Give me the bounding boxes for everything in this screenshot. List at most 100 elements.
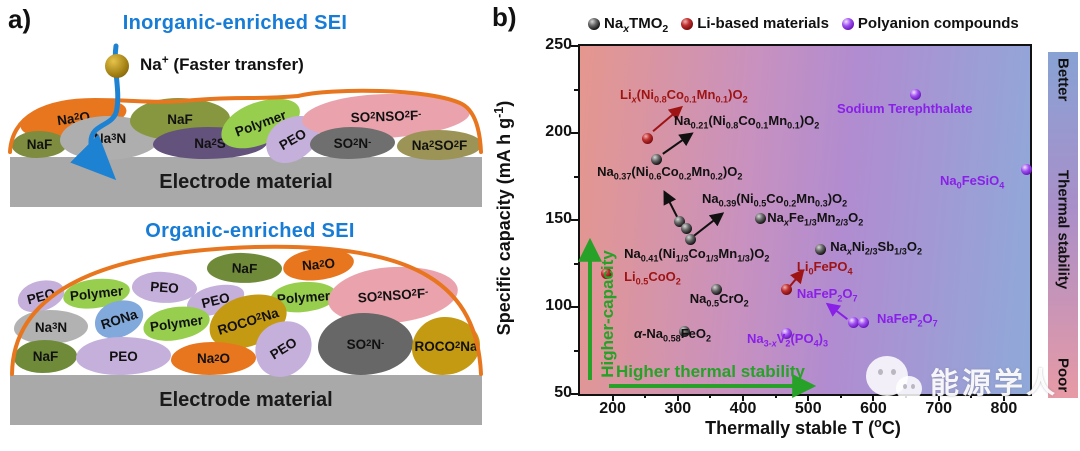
data-point-label: α-Na0.58FeO2 [634,325,712,344]
data-point [780,284,792,296]
inorganic-sei-title: Inorganic-enriched SEI [122,12,348,34]
x-axis-minor-tick [774,394,777,398]
y-axis-minor-tick [574,349,578,352]
data-point-label: Na0.39(Ni0.5Co0.2Mn0.3)O2 [701,191,848,209]
data-point-label: NaxNi2/3Sb1/3O2 [830,238,922,257]
x-axis-tick-label: 400 [729,400,757,417]
x-axis-tick [611,394,614,401]
y-axis-title: Specific capacity (mA h g-1) [492,100,514,336]
x-axis-minor-tick [709,394,712,398]
x-axis-minor-tick [970,394,973,398]
data-point-label: NaFeP2O7 [877,310,938,329]
x-axis-tick [937,394,940,401]
y-axis-minor-tick [574,262,578,265]
data-point [848,317,860,329]
annotation-arrow [825,302,848,320]
data-point [910,89,922,101]
data-point-label: Li0.5CoO2 [624,269,681,287]
data-point [780,327,792,339]
sodium-ion-ball [105,54,129,78]
electrode-material-bottom: Electrode material [10,375,482,425]
data-point-label: Sodium Terephthalate [836,101,973,117]
data-point-label: Na0.5CrO2 [689,291,749,309]
data-point-label: NaFeP2O7 [796,286,858,304]
x-axis-tick-label: 600 [860,400,887,417]
sei-blob: Na 2 O [281,245,356,284]
colorbar-label-thermal-stability: Thermal stability [1054,169,1072,290]
x-axis-minor-tick [839,394,842,398]
watermark: 能源学人 [866,356,1058,406]
x-axis-tick [676,394,679,401]
data-point-label: Li0FePO4 [796,259,853,277]
legend-label: Polyanion compounds [857,15,1019,32]
x-axis-tick-label: 500 [794,400,822,417]
legend-label: NaxTMO2 [604,15,669,35]
sei-blob: Na 2 O [171,342,256,375]
colorbar-label-better: Better [1054,58,1072,102]
data-point [685,233,697,245]
thermal-stability-colorbar: Better Thermal stability Poor [1048,52,1078,398]
sei-blob: PEO [76,337,171,375]
data-point-label: NaxFe1/3Mn2/3O2 [767,210,864,228]
sei-blob: Na 2 SO 2 F [397,130,482,160]
sei-blob: Polymer [141,302,212,345]
legend-item-polyanion: Polyanion compounds [841,15,1019,32]
x-axis-tick [742,394,745,401]
electrode-material-top: Electrode material [10,157,482,207]
data-point [641,132,653,144]
x-axis-tick-label: 700 [925,400,953,417]
plot-area: Higher-capacity Higher thermal stability… [545,36,1033,417]
x-axis-tick-label: 800 [990,400,1018,417]
y-axis-tick-label: 100 [545,297,572,314]
data-point [673,216,685,228]
x-axis-minor-tick [644,394,647,398]
x-axis-title: Thermally stable T (oC) [705,416,901,438]
annotation-arrow [662,132,694,155]
data-point [1021,164,1033,176]
y-axis-tick [571,219,578,221]
sei-blob: NaF [14,340,77,373]
data-point-label: Na0.37(Ni0.6Co0.2Mn0.2)O2 [597,164,743,182]
data-point-label: Na0.21(Ni0.8Co0.1Mn0.1)O2 [674,112,820,131]
x-axis-tick [1002,394,1005,401]
data-point-label: Na0.41(Ni1/3Co1/3Mn1/3)O2 [624,246,770,264]
sei-blob: SO 2 N - [318,313,413,375]
data-point [681,223,693,235]
x-axis-tick [872,394,875,401]
data-point-label: Na0FeSiO4 [940,173,1005,191]
panel-b-scatter-chart: b) NaxTMO2 Li-based materials Polyanion … [490,0,1080,451]
y-axis-tick-label: 150 [545,210,572,227]
legend-marker-violet-sphere-icon [841,17,854,30]
data-point [651,153,663,165]
y-axis-tick [571,393,578,395]
y-axis-tick-label: 50 [554,384,572,401]
panel-a-label: a) [8,4,32,34]
higher-capacity-arrow-label: Higher-capacity [598,250,617,378]
watermark-text: 能源学人 [930,368,1059,400]
colorbar-label-poor: Poor [1054,357,1072,392]
panel-a-sei-diagrams: a) Inorganic-enriched SEI Na+ (Faster tr… [0,0,490,451]
chart-legend: NaxTMO2 Li-based materials Polyanion com… [588,15,1019,35]
sei-blob: NaF [206,251,283,285]
sei-blob: ROCO 2 Na [412,317,480,375]
data-point-label: Na3-xV2(PO4)3 [746,331,829,349]
annotation-arrow [663,190,679,219]
higher-thermal-stability-arrow-label: Higher thermal stability [616,362,805,381]
legend-marker-black-sphere-icon [588,17,600,30]
sei-blob: Na 3 N [14,310,88,344]
organic-sei-title: Organic-enriched SEI [145,220,355,242]
data-point [711,284,723,296]
y-axis-tick [571,306,578,308]
data-point [754,212,766,224]
x-axis-tick-label: 300 [664,400,692,417]
wechat-bubble-icon [866,356,922,406]
data-point-label: Lix(Ni0.8Co0.1Mn0.1)O2 [620,87,748,105]
data-point [678,325,690,337]
y-axis-tick [571,132,578,134]
annotation-arrow [693,212,725,237]
y-axis-tick [571,45,578,47]
panel-b-label: b) [492,2,517,32]
legend-item-naxtmo2: NaxTMO2 [588,15,669,35]
data-point [814,244,826,256]
